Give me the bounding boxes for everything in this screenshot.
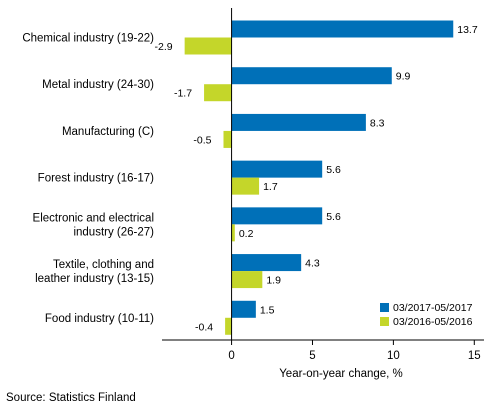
category-label: Chemical industry (19-22): [22, 33, 154, 45]
source-note: Source: Statistics Finland: [6, 392, 136, 404]
category-label-line: Food industry (10-11): [45, 313, 154, 325]
bar: [231, 160, 323, 178]
category-label-line: Electronic and electrical: [33, 212, 154, 224]
bar: [225, 317, 232, 335]
data-label: 4.3: [305, 258, 320, 270]
bar: [231, 254, 302, 272]
x-tick-label: 0: [228, 350, 234, 362]
category-label: Forest industry (16-17): [38, 173, 154, 185]
x-tick-label: 5: [309, 350, 315, 362]
bar: [231, 20, 454, 38]
data-label: 5.6: [326, 164, 341, 176]
bar: [231, 207, 323, 225]
category-label-line: leather industry (13-15): [35, 273, 154, 285]
data-label: 5.6: [326, 211, 341, 223]
category-label: Electronic and electrical industry (26-27…: [33, 212, 155, 238]
legend-swatch: [380, 303, 389, 312]
data-label: 13.7: [457, 24, 478, 36]
category-label-line: Metal industry (24-30): [42, 79, 154, 91]
bar: [231, 271, 263, 289]
category-label-line: Forest industry (16-17): [38, 173, 154, 185]
bar: [231, 177, 260, 195]
data-label: -2.9: [155, 41, 173, 53]
data-label: 8.3: [370, 117, 385, 129]
category-labels: Chemical industry (19-22) Metal industry …: [22, 33, 154, 325]
data-label: 9.9: [396, 71, 411, 83]
data-label: 1.9: [266, 275, 281, 287]
legend-label: 03/2016-05/2016: [393, 316, 473, 328]
category-label-line: Textile, clothing and: [53, 259, 154, 271]
data-label: 1.7: [263, 181, 278, 193]
category-label: Manufacturing (C): [62, 126, 154, 138]
category-label: Food industry (10-11): [45, 313, 154, 325]
bar: [231, 113, 366, 131]
bar: [223, 130, 232, 148]
x-axis-title: Year-on-year change, %: [279, 368, 403, 380]
category-label-line: industry (26-27): [73, 226, 154, 238]
data-label: -0.5: [193, 134, 211, 146]
bars-layer: [184, 20, 454, 335]
data-label: -1.7: [174, 88, 192, 100]
bar: [184, 37, 232, 55]
legend-swatch: [380, 317, 389, 326]
legend: 03/2017-05/2017 03/2016-05/2016: [380, 302, 473, 328]
bar: [231, 300, 256, 318]
category-label-line: Chemical industry (19-22): [22, 33, 154, 45]
category-label: Metal industry (24-30): [42, 79, 154, 91]
value-labels: 13.7 -2.9 9.9 -1.7 8.3 -0.5 5.6 1.7 5.6 0.2 4.3 1.9…: [155, 24, 478, 333]
bar: [204, 84, 232, 102]
data-label: -0.4: [195, 321, 213, 333]
category-label: Textile, clothing and leather industry (1…: [35, 259, 154, 285]
legend-label: 03/2017-05/2017: [393, 302, 473, 314]
x-axis-ticks: 0 5 10 15: [228, 340, 481, 362]
bar: [231, 67, 392, 85]
bar: [231, 224, 235, 242]
x-tick-label: 10: [387, 350, 400, 362]
x-tick-label: 15: [468, 350, 481, 362]
data-label: 1.5: [260, 304, 275, 316]
data-label: 0.2: [239, 228, 254, 240]
category-label-line: Manufacturing (C): [62, 126, 154, 138]
